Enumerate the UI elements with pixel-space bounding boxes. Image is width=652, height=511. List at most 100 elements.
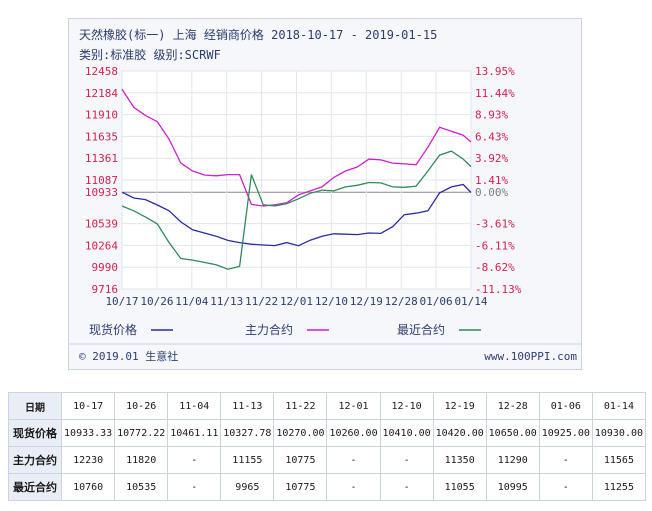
price-cell: 10535 xyxy=(114,473,169,501)
axis-ticks: 12458 13.95% 12184 11.44% 11910 8.93% 11635 6.4… xyxy=(85,65,522,308)
y-left-tick-label: 10539 xyxy=(85,218,118,231)
price-table: 日期 10-17 10-26 11-04 11-13 11-22 12-01 12-10 12-… xyxy=(7,392,647,501)
price-cell: 11350 xyxy=(432,446,487,474)
x-tick-label: 12/01 xyxy=(280,295,313,308)
price-cell: 10760 xyxy=(61,473,116,501)
x-tick-label: 10/17 xyxy=(105,295,138,308)
date-header-cell: 11-04 xyxy=(167,392,222,420)
row-label-cell: 最近合约 xyxy=(7,473,63,501)
date-header-cell: 10-26 xyxy=(114,392,169,420)
y-right-tick-label: -8.62% xyxy=(475,261,515,274)
grid xyxy=(121,70,472,290)
copyright-text: © 2019.01 生意社 xyxy=(79,349,178,363)
table-header-row: 日期 10-17 10-26 11-04 11-13 11-22 12-01 12-10 12-… xyxy=(7,392,647,420)
x-tick-label: 12/28 xyxy=(385,295,418,308)
y-left-tick-label: 11635 xyxy=(85,130,118,143)
y-left-tick-label: 11087 xyxy=(85,174,118,187)
y-right-tick-label: 13.95% xyxy=(475,65,515,78)
y-left-tick-label: 12458 xyxy=(85,65,118,78)
price-cell: - xyxy=(538,473,593,501)
y-right-tick-label: -11.13% xyxy=(475,283,522,296)
price-cell: 10260.00 xyxy=(326,419,381,447)
price-cell: 9965 xyxy=(220,473,275,501)
price-cell: - xyxy=(538,446,593,474)
legend-label: 现货价格 xyxy=(89,322,137,337)
series-line-1 xyxy=(121,183,472,247)
row-label-cell: 日期 xyxy=(7,392,63,420)
row-label-cell: 主力合约 xyxy=(7,446,63,474)
y-right-tick-label: -6.11% xyxy=(475,239,515,252)
price-cell: - xyxy=(379,473,434,501)
price-cell: 11565 xyxy=(591,446,647,474)
table-row: 主力合约 12230 11820-11155 10775- -11350 11290-11… xyxy=(7,446,647,474)
price-cell: - xyxy=(379,446,434,474)
y-left-tick-label: 10264 xyxy=(85,239,118,252)
price-cell: - xyxy=(326,473,381,501)
y-right-tick-label: 6.43% xyxy=(475,130,508,143)
x-tick-label: 01/06 xyxy=(420,295,453,308)
price-cell: 10420.00 xyxy=(432,419,487,447)
legend-label: 主力合约 xyxy=(245,322,293,337)
series-line-3 xyxy=(121,150,472,270)
y-left-tick-label: 9990 xyxy=(92,261,119,274)
x-tick-label: 11/22 xyxy=(245,295,278,308)
date-header-cell: 01-06 xyxy=(538,392,593,420)
price-cell: 10775 xyxy=(273,446,328,474)
price-cell: 10650.00 xyxy=(485,419,540,447)
date-header-cell: 01-14 xyxy=(591,392,647,420)
price-cell: - xyxy=(167,446,222,474)
chart-category: 类别:标准胶 级别:SCRWF xyxy=(79,47,221,62)
price-cell: 11155 xyxy=(220,446,275,474)
x-tick-label: 11/13 xyxy=(210,295,243,308)
price-cell: 11290 xyxy=(485,446,540,474)
y-left-tick-label: 11361 xyxy=(85,152,118,165)
price-cell: 10995 xyxy=(485,473,540,501)
price-cell: 10410.00 xyxy=(379,419,434,447)
chart-title: 天然橡胶(标一) 上海 经销商价格 2018-10-17 - 2019-01-1… xyxy=(79,27,437,42)
x-tick-label: 10/26 xyxy=(140,295,173,308)
price-cell: 10925.00 xyxy=(538,419,593,447)
price-cell: 10933.33 xyxy=(61,419,116,447)
price-cell: 10772.22 xyxy=(114,419,169,447)
table-row: 现货价格 10933.33 10772.22 10461.11 10327.78 1027… xyxy=(7,419,647,447)
y-right-tick-label: 0.00% xyxy=(475,186,508,199)
date-header-cell: 10-17 xyxy=(61,392,116,420)
date-header-cell: 12-10 xyxy=(379,392,434,420)
price-cell: - xyxy=(167,473,222,501)
price-cell: 10327.78 xyxy=(220,419,275,447)
date-header-cell: 11-22 xyxy=(273,392,328,420)
date-header-cell: 12-01 xyxy=(326,392,381,420)
y-left-tick-label: 12184 xyxy=(85,87,118,100)
y-right-tick-label: 11.44% xyxy=(475,87,515,100)
date-header-cell: 11-13 xyxy=(220,392,275,420)
x-tick-label: 12/10 xyxy=(315,295,348,308)
price-chart: 天然橡胶(标一) 上海 经销商价格 2018-10-17 - 2019-01-1… xyxy=(69,27,581,363)
price-cell: - xyxy=(326,446,381,474)
y-right-tick-label: 3.92% xyxy=(475,152,508,165)
price-cell: 11055 xyxy=(432,473,487,501)
x-tick-label: 12/19 xyxy=(350,295,383,308)
date-header-cell: 12-28 xyxy=(485,392,540,420)
x-tick-label: 01/14 xyxy=(454,295,487,308)
site-url: www.100PPI.com xyxy=(484,350,577,363)
price-cell: 10461.11 xyxy=(167,419,222,447)
y-left-tick-label: 9716 xyxy=(92,283,119,296)
table-row: 最近合约 10760 10535-9965 10775- -11055 10995-112… xyxy=(7,473,647,501)
legend: 现货价格 主力合约 最近合约 xyxy=(89,322,481,337)
price-cell: 11255 xyxy=(591,473,647,501)
price-cell: 10270.00 xyxy=(273,419,328,447)
chart-panel: 天然橡胶(标一) 上海 经销商价格 2018-10-17 - 2019-01-1… xyxy=(68,18,582,370)
x-tick-label: 11/04 xyxy=(175,295,208,308)
y-left-tick-label: 10933 xyxy=(85,186,118,199)
row-label-cell: 现货价格 xyxy=(7,419,63,447)
price-cell: 12230 xyxy=(61,446,116,474)
series-line-2 xyxy=(121,88,472,207)
y-left-tick-label: 11910 xyxy=(85,109,118,122)
y-right-tick-label: 8.93% xyxy=(475,109,508,122)
y-right-tick-label: 1.41% xyxy=(475,174,508,187)
price-cell: 10775 xyxy=(273,473,328,501)
price-cell: 11820 xyxy=(114,446,169,474)
legend-label: 最近合约 xyxy=(397,322,445,337)
y-right-tick-label: -3.61% xyxy=(475,218,515,231)
date-header-cell: 12-19 xyxy=(432,392,487,420)
